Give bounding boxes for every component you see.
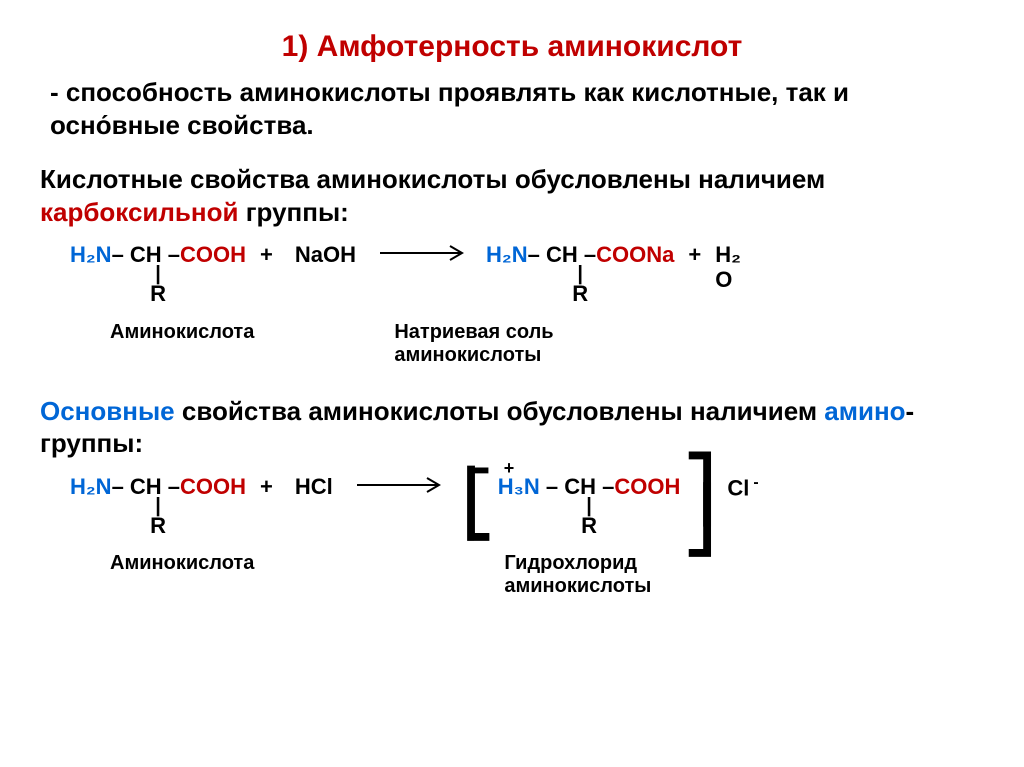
plus-3: + [252, 474, 281, 500]
acidic-h-after: группы: [238, 197, 348, 227]
aa-reactant-2: H₂N– CH –COOH | R [70, 474, 246, 539]
acidic-reaction: H₂N– CH –COOH | R + NaOH H₂N– CH –COONa … [40, 242, 984, 367]
r-group-p: R [572, 281, 588, 306]
charge-plus: + [504, 458, 515, 479]
basic-heading: Основные свойства аминокислоты обусловле… [40, 395, 984, 460]
bond-icon: | [577, 267, 583, 281]
acidic-heading: Кислотные свойства аминокислоты обусловл… [40, 163, 984, 228]
h2: H₂ [715, 242, 741, 267]
h2n-p: H₂N [486, 242, 528, 267]
h2o: H₂ O [715, 242, 741, 293]
def-suffix: вные свойства. [112, 110, 314, 140]
arrow-icon [347, 474, 457, 496]
basic-h-mid: свойства аминокислоты обусловлены наличи… [182, 396, 824, 426]
cooh-p2: COOH [614, 474, 680, 499]
bond-icon: | [586, 499, 592, 513]
ch: – CH – [112, 242, 180, 267]
acidic-h-before: Кислотные свойства аминокислоты обусловл… [40, 164, 825, 194]
bracketed-product: ⎡ ⎣ + H₃N – CH –COOH | R ⎤⎦ [463, 474, 716, 539]
naoh: NaOH [287, 242, 364, 268]
ch-p: – CH – [528, 242, 596, 267]
cl-anion: Cl- [721, 474, 758, 501]
right-bracket-icon: ⎤⎦ [684, 474, 715, 539]
def-stress: о́ [96, 110, 112, 140]
aa-product-salt: H₂N– CH –COONa | R [486, 242, 674, 307]
r-group-b: R [150, 513, 166, 538]
cooh-b: COOH [180, 474, 246, 499]
o: O [715, 267, 732, 292]
r-group-p2: R [581, 513, 597, 538]
h2n-b: H₂N [70, 474, 112, 499]
coona: COONa [596, 242, 674, 267]
arrow-icon [370, 242, 480, 264]
h2n: H₂N [70, 242, 112, 267]
aa-product-hcl: + H₃N – CH –COOH | R [494, 474, 685, 539]
plus-1: + [252, 242, 281, 268]
ch-p2: – CH – [540, 474, 615, 499]
r-group: R [150, 281, 166, 306]
bond-icon: | [155, 267, 161, 281]
slide-title: 1) Амфотерность аминокислот [40, 30, 984, 64]
plus-2: + [680, 242, 709, 268]
label-aa-2: Аминокислота [110, 552, 254, 598]
basic-reaction: H₂N– CH –COOH | R + HCl ⎡ ⎣ + H₃N – CH –… [40, 474, 984, 599]
cooh: COOH [180, 242, 246, 267]
title-text: 1) Амфотерность аминокислот [282, 30, 743, 63]
definition: - способность аминокислоты проявлять как… [40, 76, 984, 141]
basic-h-highlight: амино [824, 396, 905, 426]
label-salt: Натриевая соль аминокислоты [394, 321, 614, 367]
cl: Cl [727, 475, 749, 500]
label-aa: Аминокислота [110, 321, 254, 367]
ch-b: – CH – [112, 474, 180, 499]
basic-h-first: Основные [40, 396, 182, 426]
label-hcl-salt: Гидрохлорид аминокислоты [504, 552, 724, 598]
bond-icon: | [155, 499, 161, 513]
aa-reactant-1: H₂N– CH –COOH | R [70, 242, 246, 307]
hcl: HCl [287, 474, 341, 500]
acidic-h-highlight: карбоксильной [40, 197, 238, 227]
cl-charge: - [749, 474, 758, 491]
